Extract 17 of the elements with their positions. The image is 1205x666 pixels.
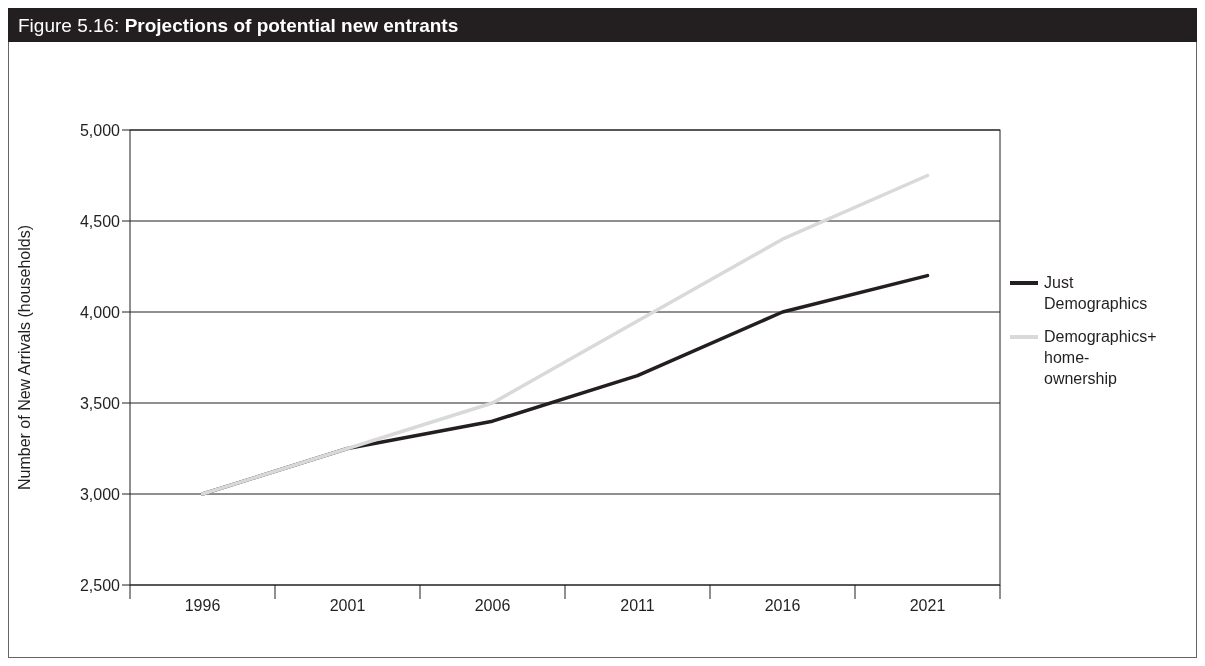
x-tick-label: 2006 <box>474 597 511 614</box>
legend-label: Just Demographics <box>1044 274 1148 312</box>
legend-label: Demographics+ home-ownership <box>1044 328 1157 387</box>
y-axis-title: Number of New Arrivals (households) <box>16 225 33 490</box>
y-tick-label: 3,500 <box>79 395 121 412</box>
y-tick-label: 5,000 <box>79 122 121 139</box>
y-tick-label: 4,500 <box>79 213 121 230</box>
x-tick-label: 2016 <box>764 597 801 614</box>
x-tick-label: 1996 <box>184 597 221 614</box>
x-tick-label: 2021 <box>909 597 946 614</box>
y-tick-label: 2,500 <box>79 577 121 594</box>
y-tick-label: 3,000 <box>79 486 121 503</box>
chart-title: Figure 5.16: Projections of potential new entrants <box>18 15 459 36</box>
x-tick-label: 2011 <box>620 597 655 614</box>
y-tick-label: 4,000 <box>79 304 121 321</box>
x-tick-label: 2001 <box>329 597 366 614</box>
line-series <box>200 173 930 496</box>
